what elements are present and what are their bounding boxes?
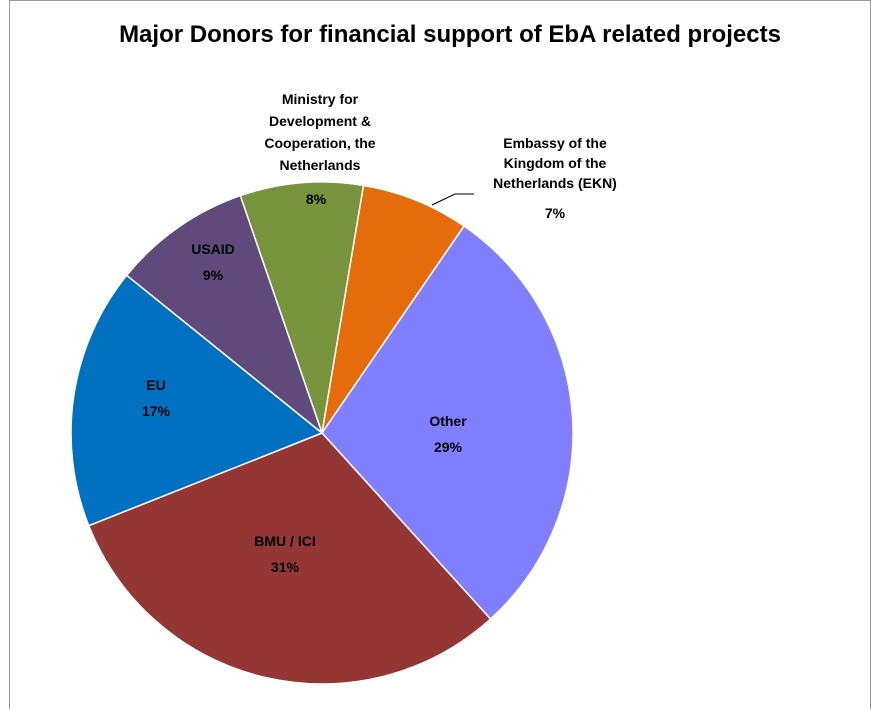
label-bmu: BMU / ICI 31% (254, 533, 315, 575)
label-ministry-name: Ministry for Development & Cooperation, th… (264, 91, 375, 173)
label-ministry-value: 8% (306, 191, 327, 207)
slice-usaid (125, 194, 324, 436)
slice-eu (70, 274, 324, 527)
slice-bmu (87, 432, 492, 685)
ekn-leader-line (431, 193, 456, 206)
slice-other (321, 225, 574, 621)
label-usaid: USAID 9% (191, 241, 235, 283)
label-eu: EU 17% (142, 377, 171, 419)
label-ekn-name: Embassy of the Kingdom of the Netherlands … (493, 135, 617, 191)
slice-ministry (239, 181, 365, 434)
label-ekn-value: 7% (545, 205, 566, 221)
pie-slices (70, 181, 574, 685)
pie-labels: Ministry for Development & Cooperation, th… (142, 91, 617, 575)
slice-ekn (321, 184, 466, 434)
label-other: Other 29% (429, 413, 467, 455)
chart-title: Major Donors for financial support of Eb… (119, 21, 781, 48)
